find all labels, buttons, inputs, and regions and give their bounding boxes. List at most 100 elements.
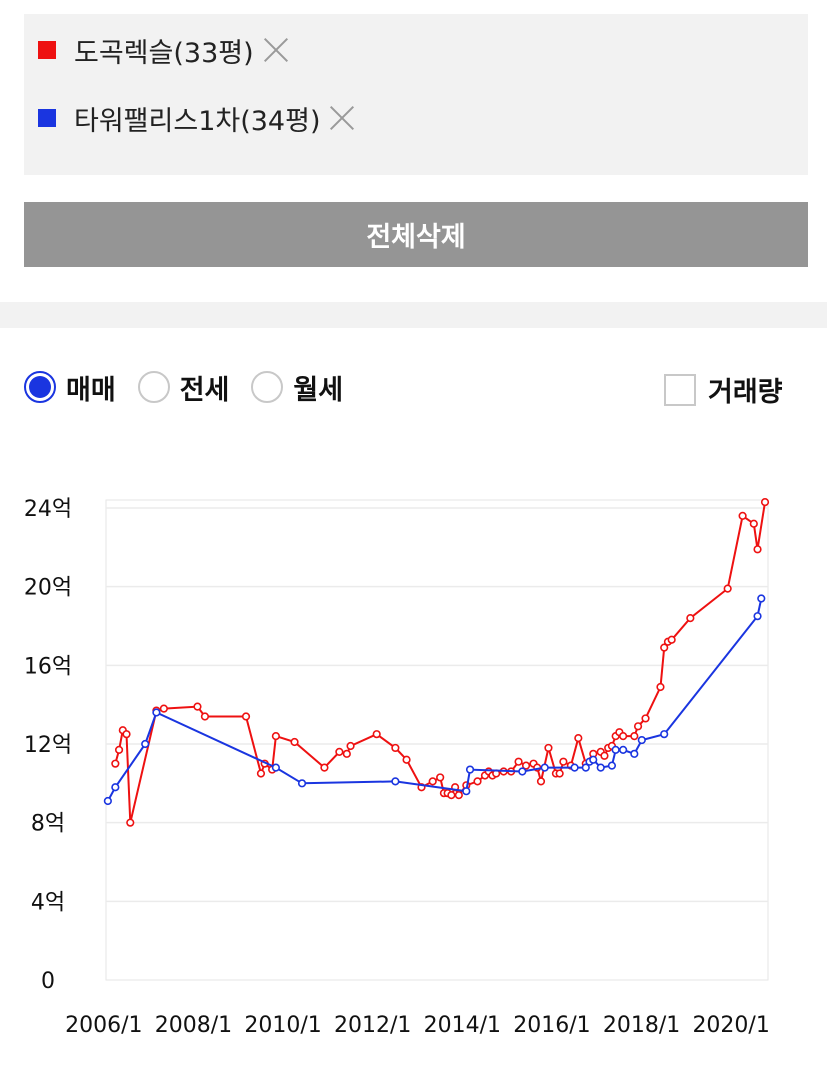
- data-point[interactable]: [630, 749, 639, 758]
- data-point[interactable]: [589, 755, 598, 764]
- radio-monthly-rent[interactable]: 월세: [251, 368, 343, 407]
- data-point[interactable]: [391, 777, 400, 786]
- x-axis: 2006/1 2008/1 2010/1 2012/1 2014/1 2016/1 2018…: [65, 1013, 770, 1038]
- data-point[interactable]: [607, 761, 617, 770]
- data-point[interactable]: [141, 739, 150, 749]
- data-point[interactable]: [126, 818, 135, 827]
- remove-icon[interactable]: [262, 36, 290, 64]
- data-point[interactable]: [152, 708, 161, 717]
- data-point[interactable]: [559, 757, 568, 766]
- data-point[interactable]: [619, 745, 628, 755]
- data-point[interactable]: [521, 761, 531, 770]
- data-point[interactable]: [757, 594, 766, 603]
- data-point[interactable]: [346, 741, 355, 751]
- radio-label: 매매: [66, 374, 116, 406]
- data-point[interactable]: [256, 769, 266, 778]
- data-point[interactable]: [574, 734, 583, 743]
- data-point[interactable]: [271, 763, 280, 772]
- data-point[interactable]: [536, 777, 546, 786]
- data-point[interactable]: [159, 704, 168, 713]
- data-point[interactable]: [723, 584, 732, 593]
- x-tick-label: 2012/1: [334, 1013, 411, 1038]
- data-point[interactable]: [611, 745, 620, 755]
- data-point[interactable]: [114, 745, 124, 755]
- data-point[interactable]: [540, 763, 549, 772]
- chart-series: [103, 497, 770, 827]
- radio-jeonse[interactable]: 전세: [137, 368, 229, 407]
- data-point[interactable]: [633, 722, 643, 731]
- remove-icon[interactable]: [328, 104, 356, 132]
- chart-grid: [105, 499, 769, 981]
- data-point[interactable]: [335, 747, 344, 756]
- data-point[interactable]: [514, 757, 523, 766]
- data-point[interactable]: [660, 730, 669, 739]
- data-point[interactable]: [660, 643, 669, 652]
- data-point[interactable]: [465, 765, 475, 774]
- volume-toggle[interactable]: 거래량: [664, 370, 783, 409]
- y-tick-label: 12억: [24, 733, 72, 758]
- data-point[interactable]: [290, 737, 299, 747]
- data-point[interactable]: [686, 614, 695, 623]
- radio-empty-icon: [251, 371, 284, 403]
- clear-all-button[interactable]: 전체삭제: [24, 202, 808, 267]
- compare-item-towerpalace: 타워팰리스1차(34평): [38, 98, 356, 138]
- data-point[interactable]: [753, 612, 762, 621]
- compare-item-dogok: 도곡렉슬(33평): [38, 30, 290, 70]
- data-point[interactable]: [103, 796, 112, 806]
- series-line: [107, 598, 763, 802]
- data-point[interactable]: [122, 730, 131, 739]
- radio-sale[interactable]: 매매: [24, 368, 116, 407]
- data-point[interactable]: [241, 712, 251, 721]
- data-point[interactable]: [391, 743, 400, 753]
- volume-label: 거래량: [708, 377, 783, 408]
- data-point[interactable]: [555, 769, 564, 778]
- compare-list: [24, 14, 808, 175]
- data-point[interactable]: [570, 763, 579, 772]
- data-point[interactable]: [753, 545, 762, 554]
- data-point[interactable]: [320, 763, 329, 772]
- y-tick-label: 16억: [24, 654, 72, 679]
- section-divider: [0, 302, 827, 328]
- data-point[interactable]: [454, 791, 463, 800]
- checkbox-icon: [664, 373, 696, 406]
- data-point[interactable]: [581, 763, 590, 772]
- compare-item-label: 도곡렉슬(33평): [74, 37, 254, 69]
- data-point[interactable]: [760, 497, 770, 507]
- data-point[interactable]: [111, 759, 120, 768]
- data-point[interactable]: [630, 732, 639, 741]
- y-tick-label: 20억: [24, 576, 72, 601]
- data-point[interactable]: [297, 779, 307, 788]
- data-point[interactable]: [200, 712, 210, 721]
- x-tick-label: 2010/1: [244, 1013, 321, 1038]
- data-point[interactable]: [667, 635, 676, 644]
- data-point[interactable]: [428, 777, 437, 786]
- data-point[interactable]: [596, 763, 605, 772]
- data-point[interactable]: [738, 511, 747, 520]
- data-point[interactable]: [372, 730, 381, 739]
- data-point[interactable]: [637, 735, 646, 745]
- data-point[interactable]: [342, 749, 351, 758]
- data-point[interactable]: [462, 787, 471, 796]
- data-point[interactable]: [641, 714, 650, 723]
- data-point[interactable]: [436, 773, 445, 782]
- data-point[interactable]: [271, 732, 280, 741]
- data-point[interactable]: [111, 783, 120, 792]
- plot-frame: [105, 499, 769, 981]
- data-point[interactable]: [402, 755, 411, 764]
- y-tick-label: 8억: [31, 812, 65, 837]
- data-point[interactable]: [544, 743, 553, 753]
- data-point[interactable]: [656, 682, 665, 692]
- y-axis: 0 4억 8억 12억 16억 20억 24억: [24, 497, 72, 994]
- radio-empty-icon: [137, 371, 170, 403]
- x-tick-label: 2018/1: [603, 1013, 680, 1038]
- data-point[interactable]: [749, 519, 758, 528]
- data-point[interactable]: [193, 702, 202, 711]
- data-point[interactable]: [619, 732, 628, 741]
- x-tick-label: 2008/1: [155, 1013, 232, 1038]
- y-tick-label: 4억: [31, 890, 65, 915]
- data-point[interactable]: [518, 767, 527, 776]
- data-point[interactable]: [447, 791, 456, 800]
- radio-selected-icon: [24, 371, 56, 403]
- data-point[interactable]: [473, 777, 482, 786]
- data-point[interactable]: [600, 751, 609, 760]
